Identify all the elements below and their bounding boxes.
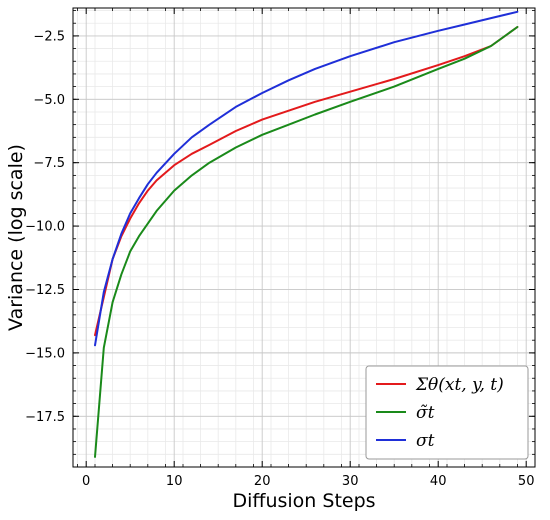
y-tick-label: −5.0 xyxy=(33,93,65,108)
x-tick-label: 30 xyxy=(342,474,359,489)
y-tick-label: −2.5 xyxy=(33,29,65,44)
x-tick-label: 50 xyxy=(518,474,535,489)
y-tick-label: −7.5 xyxy=(33,156,65,171)
series-line-0 xyxy=(94,26,519,337)
y-tick-label: −15.0 xyxy=(25,346,65,361)
series-line-2 xyxy=(94,10,519,347)
y-tick-label: −17.5 xyxy=(25,410,65,425)
series-layer xyxy=(94,10,519,458)
legend-label-0: Σθ(xt, y, t) xyxy=(415,375,504,395)
legend: Σθ(xt, y, t) σ̃t σt xyxy=(365,365,529,460)
series-line-1 xyxy=(94,26,519,458)
y-axis-label: Variance (log scale) xyxy=(5,144,27,331)
legend-label-1: σ̃t xyxy=(416,403,435,423)
major-grid xyxy=(73,8,535,467)
x-tick-label: 20 xyxy=(254,474,271,489)
y-tick-label: −12.5 xyxy=(25,283,65,298)
x-tick-label: 0 xyxy=(82,474,90,489)
legend-label-2: σt xyxy=(416,431,435,451)
y-tick-label: −10.0 xyxy=(25,220,65,235)
x-tick-label: 10 xyxy=(166,474,183,489)
ticks-layer: 0 10 20 30 40 50 −17.5 −15.0 −12.5 −10.0 −7.5 −5.0 −… xyxy=(25,8,535,489)
legend-box xyxy=(365,365,529,460)
plot-frame xyxy=(72,7,536,468)
x-axis-label: Diffusion Steps xyxy=(232,490,375,512)
x-tick-label: 40 xyxy=(430,474,447,489)
